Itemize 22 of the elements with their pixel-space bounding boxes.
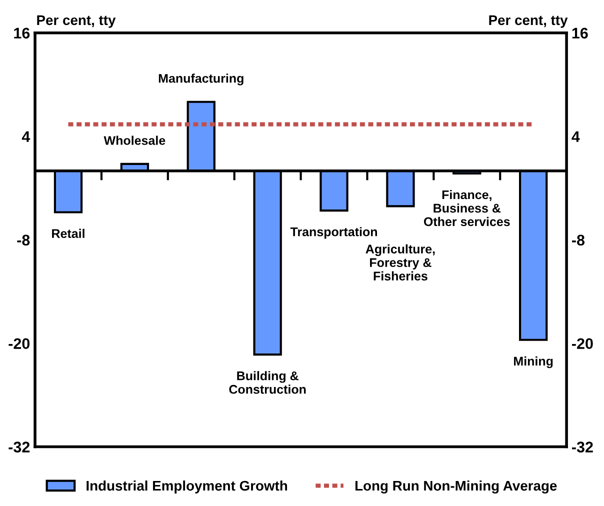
x-tick-label: Manufacturing	[158, 74, 244, 86]
x-tick-label: Wholesale	[104, 136, 166, 145]
y2-tick-label: 4	[572, 131, 580, 142]
x-tick-label: Building & Construction	[229, 371, 306, 394]
x-tick-label: Agriculture, Forestry & Fisheries	[366, 244, 435, 280]
y2-tick-label: -20	[572, 338, 593, 350]
y2-tick-label: 16	[572, 28, 588, 39]
y-axis-title: Per cent, tty	[37, 15, 116, 28]
y-tick-label: 16	[14, 28, 30, 39]
x-tick-label: Finance, Business & Other services	[424, 190, 510, 226]
y2-tick-label: -32	[572, 442, 593, 453]
y-tick-label: -20	[8, 338, 30, 350]
legend-label: Industrial Employment Growth	[86, 480, 288, 494]
x-tick-label: Mining	[514, 356, 553, 368]
y-tick-label: -32	[8, 442, 30, 453]
legend-label: Long Run Non-Mining Average	[355, 480, 557, 494]
y-tick-label: 4	[22, 131, 30, 142]
y2-axis-title: Per cent, tty	[489, 15, 568, 28]
x-tick-label: Retail	[52, 228, 84, 238]
y2-tick-label: -8	[572, 234, 585, 246]
x-tick-label: Transportation	[290, 227, 377, 239]
y-tick-label: -8	[17, 234, 30, 246]
